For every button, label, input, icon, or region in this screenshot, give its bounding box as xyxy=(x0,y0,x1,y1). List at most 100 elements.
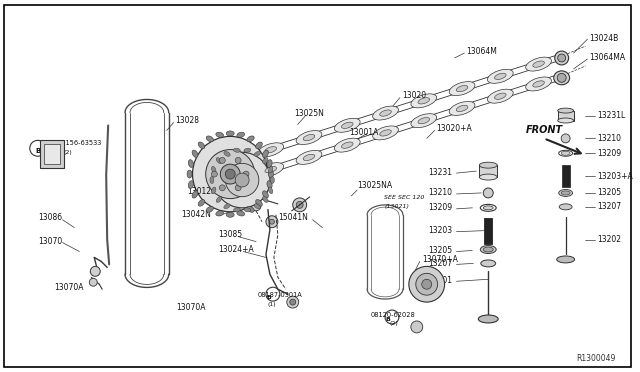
Ellipse shape xyxy=(557,73,566,82)
Circle shape xyxy=(30,140,45,156)
Ellipse shape xyxy=(418,98,429,104)
Ellipse shape xyxy=(198,199,205,206)
Text: 08156-63533: 08156-63533 xyxy=(58,140,102,146)
Ellipse shape xyxy=(557,54,566,62)
Text: 08120-62028: 08120-62028 xyxy=(370,312,415,318)
Ellipse shape xyxy=(258,143,284,157)
Text: 13205: 13205 xyxy=(428,246,452,255)
Ellipse shape xyxy=(265,167,276,173)
Ellipse shape xyxy=(262,158,268,164)
Text: 13207: 13207 xyxy=(428,259,452,268)
Ellipse shape xyxy=(372,106,399,120)
Ellipse shape xyxy=(268,166,273,173)
Ellipse shape xyxy=(479,162,497,168)
Ellipse shape xyxy=(237,211,244,216)
Circle shape xyxy=(483,188,493,198)
Text: 13231L: 13231L xyxy=(597,111,626,120)
Ellipse shape xyxy=(488,89,513,103)
Circle shape xyxy=(225,163,259,197)
Text: (2): (2) xyxy=(390,321,399,327)
Ellipse shape xyxy=(256,199,262,206)
Ellipse shape xyxy=(254,151,260,156)
Circle shape xyxy=(235,157,241,163)
Text: 13209: 13209 xyxy=(597,149,621,158)
Ellipse shape xyxy=(220,155,245,169)
Text: 13064MA: 13064MA xyxy=(589,54,625,62)
Text: 13001A: 13001A xyxy=(349,128,379,137)
Ellipse shape xyxy=(296,150,322,164)
Ellipse shape xyxy=(525,57,552,71)
Circle shape xyxy=(269,219,275,224)
Ellipse shape xyxy=(557,118,573,123)
Circle shape xyxy=(385,310,399,324)
Circle shape xyxy=(220,185,225,191)
Text: B: B xyxy=(35,148,40,154)
Ellipse shape xyxy=(456,86,468,92)
Text: 13203+A: 13203+A xyxy=(597,171,633,180)
Text: 13210: 13210 xyxy=(429,189,452,198)
Ellipse shape xyxy=(342,122,353,128)
Text: 13025N: 13025N xyxy=(294,109,324,118)
Ellipse shape xyxy=(449,102,475,115)
Ellipse shape xyxy=(532,61,545,67)
Ellipse shape xyxy=(227,159,238,165)
Ellipse shape xyxy=(481,260,496,267)
Text: 13202: 13202 xyxy=(597,235,621,244)
Ellipse shape xyxy=(216,132,223,137)
Circle shape xyxy=(90,278,97,286)
Text: B: B xyxy=(266,295,271,299)
Text: 13024B: 13024B xyxy=(589,33,619,43)
Text: 13210: 13210 xyxy=(597,134,621,143)
Ellipse shape xyxy=(244,148,251,152)
Ellipse shape xyxy=(271,177,275,183)
Text: 13070A: 13070A xyxy=(54,283,84,292)
Ellipse shape xyxy=(256,142,262,149)
Ellipse shape xyxy=(227,131,234,136)
Circle shape xyxy=(251,201,261,211)
Circle shape xyxy=(235,185,241,191)
Ellipse shape xyxy=(224,204,230,209)
Text: 13205: 13205 xyxy=(597,189,621,198)
Ellipse shape xyxy=(192,191,198,198)
Ellipse shape xyxy=(342,142,353,148)
Circle shape xyxy=(290,299,296,305)
Bar xyxy=(557,110,573,121)
Ellipse shape xyxy=(198,142,205,149)
Ellipse shape xyxy=(554,71,570,85)
Ellipse shape xyxy=(216,196,221,202)
Ellipse shape xyxy=(495,93,506,99)
Ellipse shape xyxy=(262,196,268,202)
Text: 13070+A: 13070+A xyxy=(422,255,458,264)
Ellipse shape xyxy=(211,187,216,194)
Ellipse shape xyxy=(532,81,545,87)
Ellipse shape xyxy=(216,211,223,216)
Ellipse shape xyxy=(557,108,573,113)
Ellipse shape xyxy=(478,315,498,323)
Circle shape xyxy=(411,321,423,333)
Ellipse shape xyxy=(411,114,436,128)
Ellipse shape xyxy=(495,73,506,80)
Ellipse shape xyxy=(479,174,497,180)
Circle shape xyxy=(287,296,299,308)
Circle shape xyxy=(266,216,278,228)
Text: 13028: 13028 xyxy=(175,116,200,125)
Circle shape xyxy=(205,150,255,199)
Ellipse shape xyxy=(267,160,272,167)
Bar xyxy=(479,165,497,177)
Ellipse shape xyxy=(559,204,572,210)
Ellipse shape xyxy=(237,132,244,137)
Ellipse shape xyxy=(206,136,214,142)
Ellipse shape xyxy=(525,77,552,91)
Circle shape xyxy=(416,273,438,295)
Ellipse shape xyxy=(192,150,198,157)
Ellipse shape xyxy=(555,51,568,65)
Bar xyxy=(484,218,492,244)
Circle shape xyxy=(90,266,100,276)
Ellipse shape xyxy=(187,170,192,178)
Ellipse shape xyxy=(561,151,570,155)
Text: FRONT: FRONT xyxy=(526,125,563,135)
Ellipse shape xyxy=(210,177,214,183)
Bar xyxy=(40,140,63,168)
Ellipse shape xyxy=(561,191,570,195)
Ellipse shape xyxy=(247,206,254,212)
